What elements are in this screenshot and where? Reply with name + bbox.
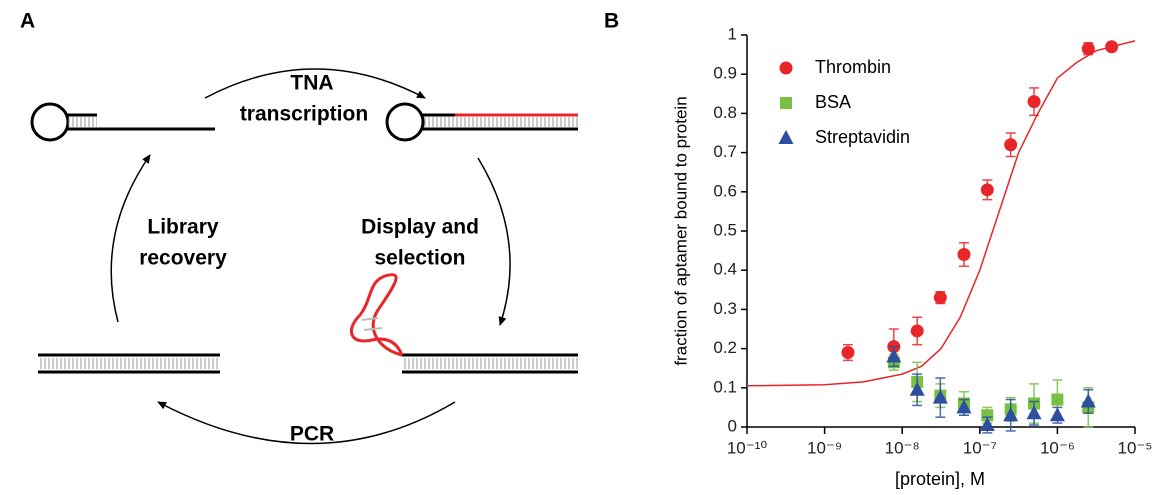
step-label: transcription	[240, 103, 368, 126]
y-tick-label: 0.3	[713, 299, 737, 318]
step-label: Library	[147, 216, 219, 239]
panel-letter: B	[604, 10, 619, 33]
marker	[979, 417, 995, 432]
duplex-left	[38, 353, 220, 374]
marker	[910, 324, 924, 338]
y-tick-label: 0.2	[713, 338, 737, 357]
x-tick-label: 10⁻⁵	[1118, 438, 1153, 457]
marker	[980, 183, 994, 197]
y-tick-label: 0.4	[713, 260, 737, 279]
cycle-arrows	[110, 68, 511, 445]
y-tick-label: 0.7	[713, 142, 737, 161]
marker	[1081, 42, 1095, 56]
marker	[886, 348, 902, 363]
marker	[1026, 405, 1042, 420]
y-tick-label: 0.6	[713, 181, 737, 200]
x-tick-label: 10⁻⁶	[1040, 438, 1075, 457]
legend-marker	[779, 61, 793, 75]
step-label: selection	[374, 247, 465, 270]
y-tick-label: 0	[728, 416, 737, 435]
x-axis-label: [protein], M	[895, 469, 985, 489]
y-tick-label: 0.5	[713, 220, 737, 239]
x-tick-label: 10⁻⁸	[885, 438, 920, 457]
duplex-right	[349, 273, 578, 374]
step-label: PCR	[290, 423, 334, 446]
y-axis-label: fraction of aptamer bound to protein	[671, 96, 690, 365]
x-tick-label: 10⁻¹⁰	[727, 438, 768, 457]
marker	[1027, 95, 1041, 109]
step-label: TNA	[290, 72, 333, 95]
y-tick-label: 0.8	[713, 103, 737, 122]
x-tick-label: 10⁻⁹	[807, 438, 842, 457]
marker	[957, 248, 971, 262]
marker	[1004, 138, 1018, 152]
marker	[841, 346, 855, 360]
legend-label: Thrombin	[815, 57, 891, 77]
marker	[1049, 407, 1065, 422]
y-tick-label: 0.9	[713, 64, 737, 83]
step-label: recovery	[139, 247, 227, 270]
legend-marker	[778, 130, 794, 144]
x-tick-label: 10⁻⁷	[963, 438, 997, 457]
panel-a: A	[20, 10, 578, 446]
legend-marker	[780, 97, 792, 109]
panel-b: B [protein], M fraction of aptamer bound…	[604, 10, 1152, 489]
legend-label: Streptavidin	[815, 127, 910, 147]
hairpin-left	[30, 102, 215, 142]
fit-curve	[746, 40, 1136, 387]
marker	[981, 409, 994, 422]
legend-label: BSA	[815, 92, 851, 112]
marker	[932, 389, 948, 404]
marker	[909, 381, 925, 396]
marker	[1080, 393, 1096, 408]
marker	[1051, 393, 1064, 406]
marker	[1003, 407, 1019, 422]
marker	[933, 291, 947, 305]
hairpin-right	[385, 102, 578, 142]
step-label: Display and	[361, 216, 479, 239]
marker	[1105, 40, 1119, 54]
marker	[956, 399, 972, 414]
panel-letter: A	[20, 10, 35, 33]
y-tick-label: 0.1	[713, 377, 737, 396]
y-tick-label: 1	[728, 24, 737, 43]
